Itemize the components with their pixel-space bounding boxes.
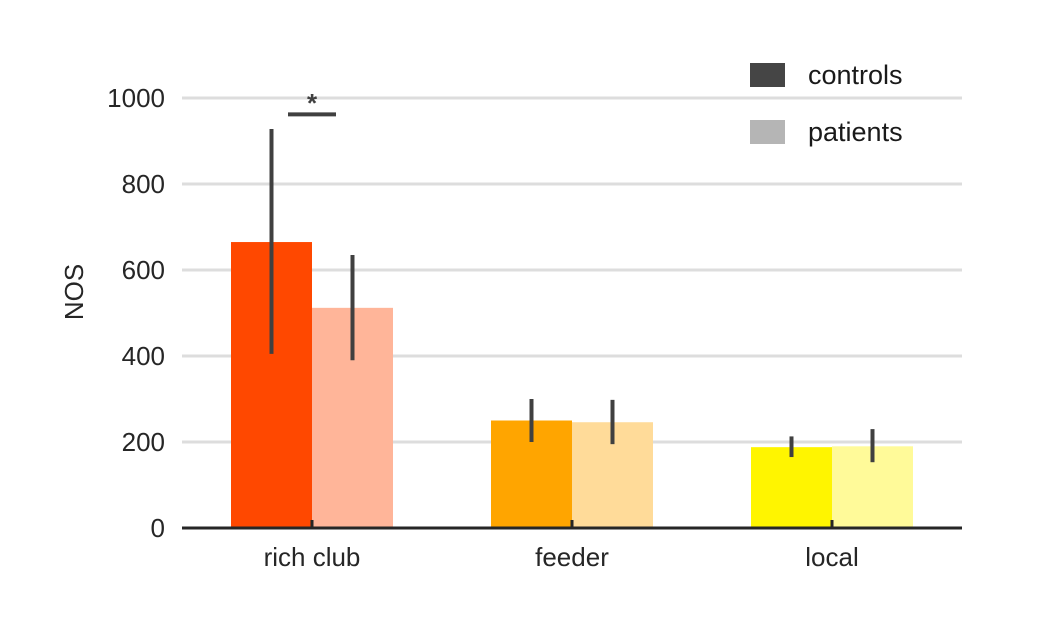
significance-star: * [307, 88, 318, 118]
bar-controls-local [751, 447, 832, 528]
axes: 0 200 400 600 800 1000 rich club feeder local [107, 83, 962, 572]
legend-swatch-patients [750, 120, 785, 144]
legend: controls patients [750, 60, 903, 147]
y-tick-label: 200 [122, 427, 165, 457]
legend-swatch-controls [750, 63, 785, 87]
x-tick-label: rich club [264, 542, 361, 572]
y-tick-label: 800 [122, 169, 165, 199]
bars [231, 242, 913, 529]
error-bars [269, 128, 875, 463]
x-tick-label: feeder [535, 542, 609, 572]
annotations: * [288, 88, 336, 118]
y-tick-label: 0 [151, 513, 165, 543]
x-tick-label: local [805, 542, 858, 572]
legend-label-controls: controls [808, 60, 903, 90]
y-axis-label: NOS [59, 264, 89, 320]
legend-label-patients: patients [808, 117, 903, 147]
y-tick-label: 600 [122, 255, 165, 285]
y-tick-label: 1000 [107, 83, 165, 113]
y-tick-label: 400 [122, 341, 165, 371]
